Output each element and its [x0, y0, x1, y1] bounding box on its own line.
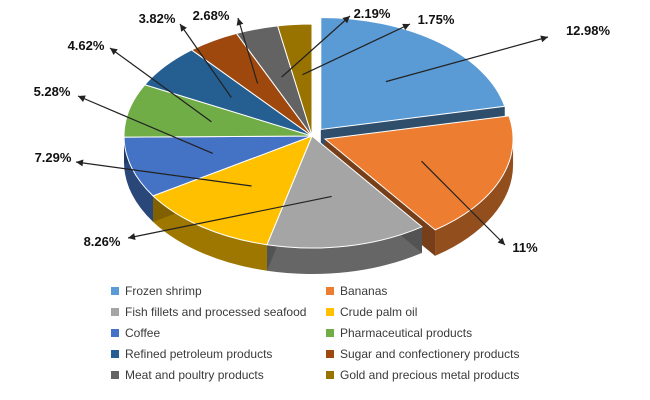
legend-swatch	[326, 308, 334, 316]
leader-line	[127, 195, 332, 239]
legend-swatch	[326, 329, 334, 337]
leader-arrowhead	[342, 16, 350, 24]
legend-label: Bananas	[340, 284, 387, 298]
pie-slice-gold-and-precious-metal-products	[277, 23, 313, 137]
leader-arrowhead	[128, 233, 136, 241]
legend-label: Frozen shrimp	[125, 284, 202, 298]
pie-slice-coffee	[123, 135, 313, 197]
legend-swatch	[111, 350, 119, 358]
legend-label: Sugar and confectionery products	[340, 347, 519, 361]
pie-slice-wall	[435, 139, 514, 256]
leader-lines	[75, 15, 549, 246]
pie-slice-crude-palm-oil	[152, 135, 313, 246]
leader-line	[385, 36, 549, 83]
leader-line	[421, 160, 506, 246]
leader-line	[179, 23, 232, 98]
pie-slice-bananas	[323, 115, 514, 231]
leader-arrowhead	[180, 24, 187, 32]
percent-label: 12.98%	[566, 23, 611, 38]
percent-label: 11%	[512, 240, 538, 255]
legend-swatch	[111, 329, 119, 337]
legend-swatch	[111, 308, 119, 316]
leader-arrowhead	[76, 159, 84, 167]
percent-label: 7.29%	[35, 150, 72, 165]
leader-arrowhead	[110, 48, 118, 55]
pie-slice-wall	[153, 195, 267, 271]
percent-label: 3.82%	[139, 11, 176, 26]
legend-label: Coffee	[125, 326, 160, 340]
legend-label: Pharmaceutical products	[340, 326, 472, 340]
pie-top-layer	[123, 16, 514, 249]
leader-arrowhead	[236, 18, 244, 26]
leader-arrowhead	[497, 237, 505, 245]
leader-line	[109, 47, 212, 123]
percent-label: 4.62%	[68, 38, 105, 53]
legend-swatch	[326, 371, 334, 379]
leader-line	[75, 161, 252, 187]
legend-swatch	[111, 287, 119, 295]
legend: Frozen shrimp Bananas Fish fillets and pro…	[111, 284, 519, 382]
legend-label: Crude palm oil	[340, 305, 417, 319]
legend-swatch	[326, 350, 334, 358]
leader-line	[77, 95, 214, 154]
percent-label: 2.68%	[193, 8, 230, 23]
legend-label: Refined petroleum products	[125, 347, 272, 361]
leader-line	[302, 23, 411, 76]
leader-arrowhead	[78, 95, 86, 102]
percent-labels: 12.98% 11% 8.26% 7.29% 5.28% 4.62% 3.82% 2.68% 2…	[34, 6, 611, 255]
legend-label: Fish fillets and processed seafood	[125, 305, 306, 319]
percent-label: 5.28%	[34, 84, 71, 99]
pie-slice-wall	[266, 226, 422, 274]
leader-arrowhead	[402, 23, 410, 31]
leader-arrowhead	[540, 35, 548, 43]
legend-swatch	[326, 287, 334, 295]
legend-swatch	[111, 371, 119, 379]
leader-line	[281, 15, 351, 78]
percent-label: 8.26%	[84, 234, 121, 249]
percent-label: 2.19%	[354, 6, 391, 21]
percent-label: 1.75%	[418, 12, 455, 27]
legend-label: Gold and precious metal products	[340, 368, 519, 382]
leader-line	[237, 17, 259, 84]
legend-label: Meat and poultry products	[125, 368, 264, 382]
pie-slice-fish-fillets-and-processed-seafood	[266, 135, 423, 249]
